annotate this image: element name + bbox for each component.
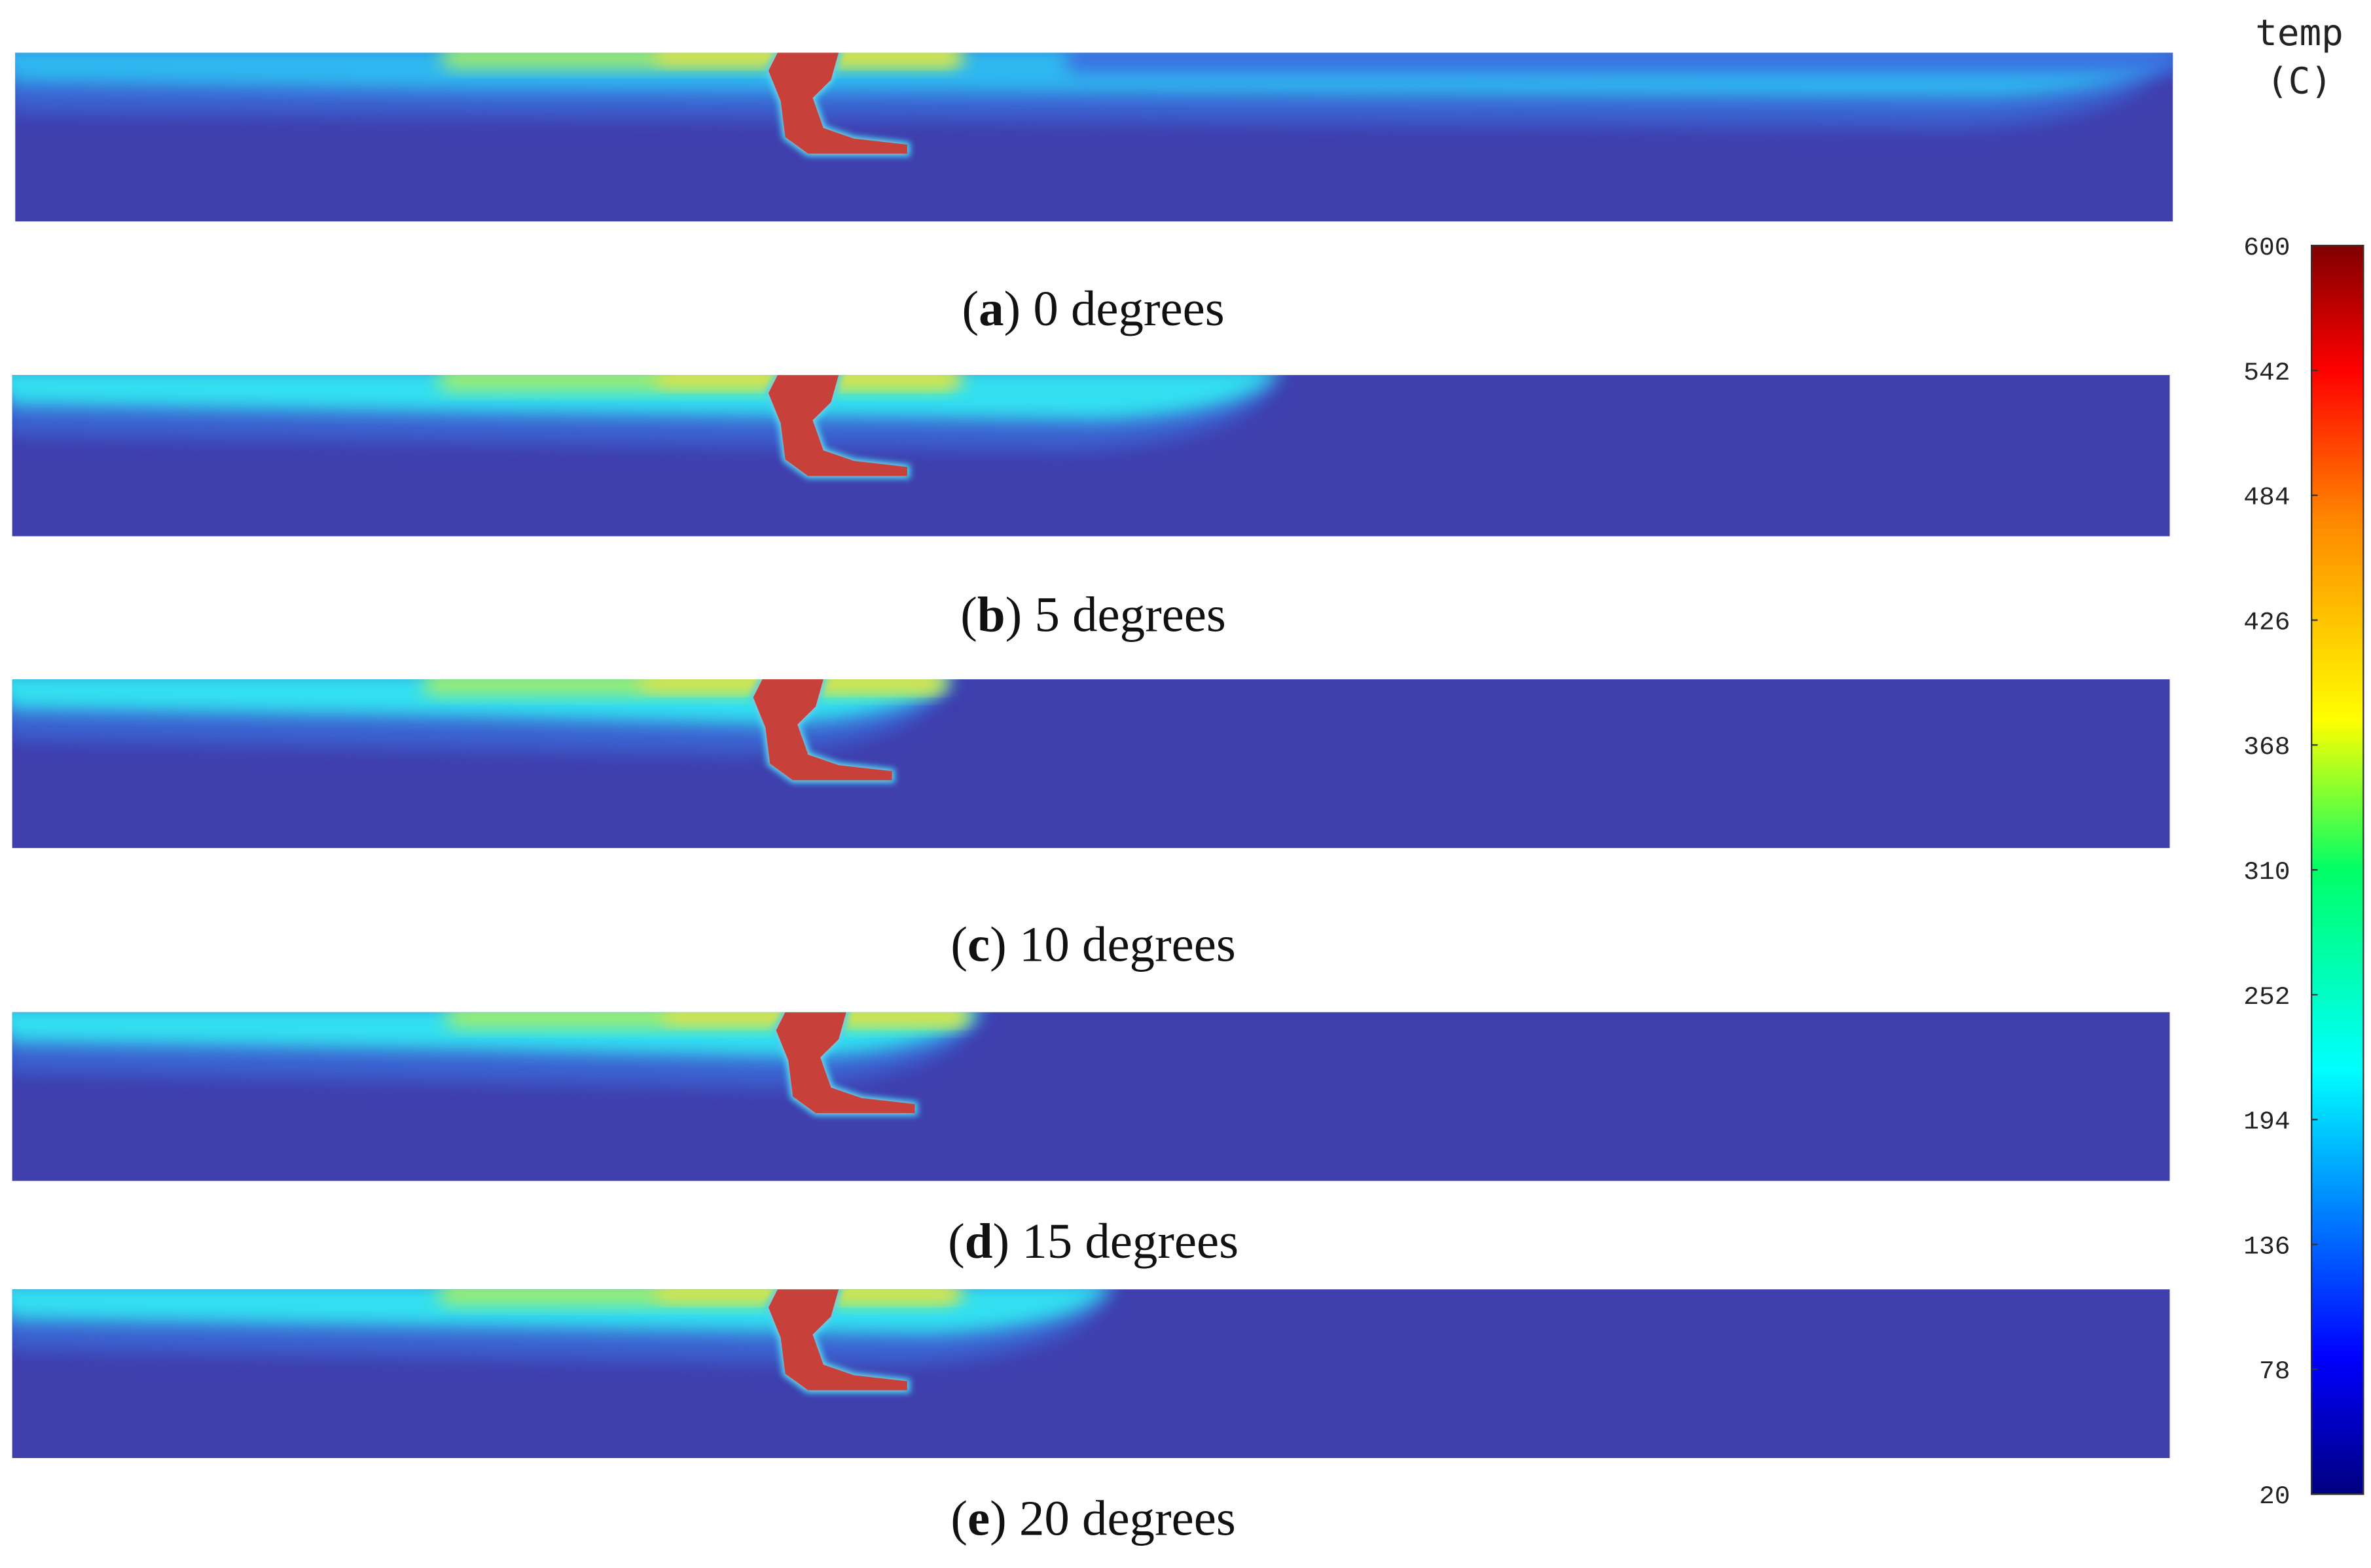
- field: [15, 52, 2173, 157]
- caption-text: ) 15 degrees: [992, 1213, 1239, 1268]
- colorbar-tick-label: 368: [2243, 732, 2290, 762]
- simulation-panel: [12, 1012, 2170, 1181]
- fire-plume: [768, 1289, 907, 1391]
- fire-plume: [768, 375, 907, 476]
- simulation-panel: [12, 375, 2170, 537]
- colorbar-unit: (C): [2266, 60, 2332, 103]
- panel-caption: (a) 0 degrees: [962, 281, 1224, 336]
- colorbar-tick-label: 136: [2243, 1232, 2290, 1262]
- field: [12, 375, 1281, 479]
- colorbar-tick-label: 600: [2243, 233, 2290, 262]
- caption-text: ) 5 degrees: [1005, 587, 1226, 642]
- caption-text: ) 0 degrees: [1004, 281, 1225, 336]
- caption-letter: c: [968, 917, 990, 972]
- colorbar-tick-label: 20: [2259, 1482, 2290, 1511]
- field: [12, 1289, 1113, 1394]
- simulation-panel: [12, 1289, 2170, 1458]
- panel-caption: (b) 5 degrees: [960, 587, 1226, 642]
- caption-text: ) 20 degrees: [990, 1491, 1236, 1546]
- colorbar-tick-label: 310: [2243, 857, 2290, 887]
- caption-text: (: [950, 917, 968, 972]
- field: [12, 679, 953, 783]
- simulation-panel: [12, 679, 2170, 848]
- panel-caption: (c) 10 degrees: [950, 917, 1235, 972]
- colorbar-title: temp: [2255, 12, 2344, 54]
- caption-letter: e: [968, 1491, 990, 1546]
- warm-layer-far: [1067, 52, 2173, 73]
- panel-caption: (d) 15 degrees: [948, 1213, 1239, 1268]
- colorbar-tick-label: 426: [2243, 608, 2290, 637]
- caption-text: (: [962, 281, 979, 336]
- simulation-panel: [15, 52, 2173, 222]
- colorbar-tick-label: 252: [2243, 982, 2290, 1012]
- field: [12, 1012, 984, 1116]
- fire-plume: [753, 679, 892, 781]
- caption-letter: b: [977, 587, 1005, 642]
- panel-caption: (e) 20 degrees: [950, 1491, 1235, 1546]
- colorbar-tick-label: 78: [2259, 1357, 2290, 1386]
- colorbar: [2310, 245, 2364, 1495]
- colorbar-tick-label: 484: [2243, 483, 2290, 512]
- colorbar-tick-label: 542: [2243, 358, 2290, 387]
- warm-layer: [12, 375, 1276, 421]
- fire-plume: [776, 1012, 915, 1113]
- caption-text: (: [950, 1491, 968, 1546]
- caption-text: ) 10 degrees: [990, 917, 1236, 972]
- caption-text: (: [960, 587, 977, 642]
- fire-plume: [768, 52, 907, 154]
- caption-text: (: [948, 1213, 965, 1268]
- colorbar-tick-label: 194: [2243, 1107, 2290, 1137]
- caption-letter: a: [979, 281, 1004, 336]
- caption-letter: d: [965, 1213, 993, 1268]
